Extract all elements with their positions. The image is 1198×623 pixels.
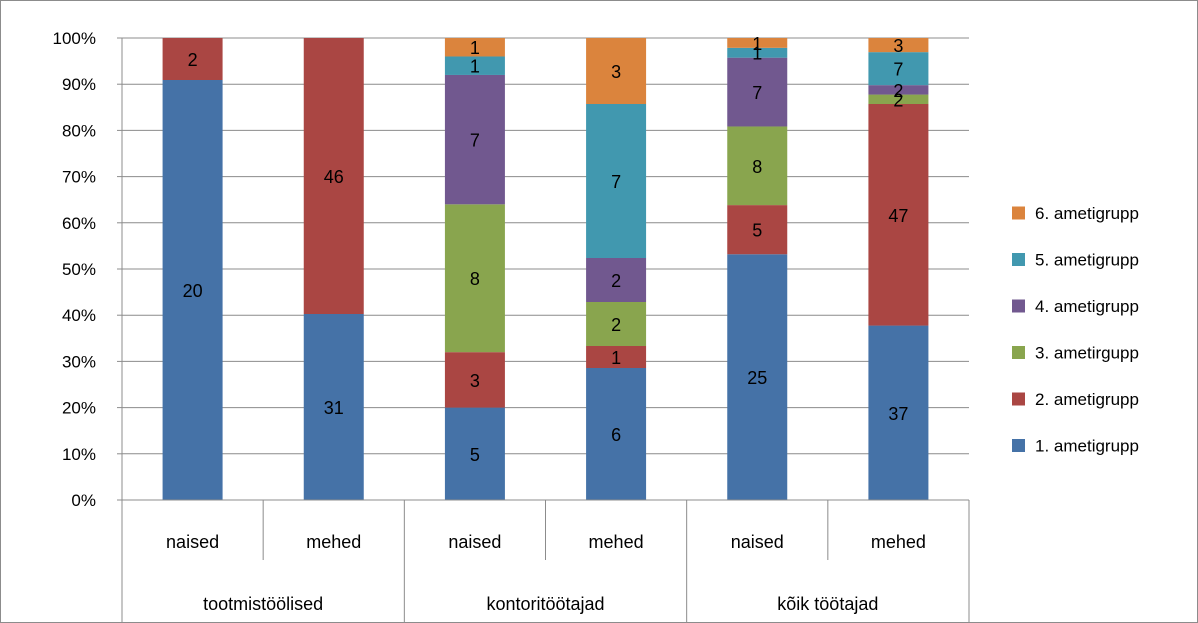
axes: 0% 10% 20% 30% 40% 50% 60% 70% 80% 90% 100% naised m… xyxy=(53,29,970,622)
bar-segment xyxy=(868,85,929,95)
data-label: 1 xyxy=(752,44,762,64)
data-label: 5 xyxy=(470,445,480,465)
y-tick-label: 30% xyxy=(62,352,96,371)
data-label: 1 xyxy=(611,348,621,368)
data-label: 3 xyxy=(893,36,903,56)
bar-segment xyxy=(868,52,929,86)
bar-segment xyxy=(586,302,647,346)
category-label: mehed xyxy=(306,532,361,552)
data-label: 1 xyxy=(752,34,762,54)
legend-label: 3. ametirgupp xyxy=(1035,344,1139,363)
y-tick-label: 0% xyxy=(71,491,96,510)
legend: 6. ametigrupp 5. ametigrupp 4. ametigrupp 3… xyxy=(1012,204,1139,456)
data-label: 2 xyxy=(893,90,903,110)
bar-segment xyxy=(586,258,647,302)
data-label: 2 xyxy=(893,81,903,101)
data-label: 3 xyxy=(611,62,621,82)
bar-segment xyxy=(162,38,223,80)
bar-segment xyxy=(727,126,788,206)
bar-segment xyxy=(868,94,929,104)
legend-swatch xyxy=(1012,392,1025,406)
bar-segment xyxy=(586,368,647,500)
gridlines xyxy=(122,37,969,501)
data-label: 7 xyxy=(893,60,903,80)
data-label: 1 xyxy=(470,57,480,77)
group-label: kontoritöötajad xyxy=(486,594,604,614)
bar-segment xyxy=(586,38,647,104)
y-tick-label: 20% xyxy=(62,399,96,418)
data-label: 7 xyxy=(611,172,621,192)
data-label: 2 xyxy=(611,315,621,335)
bar-segment xyxy=(868,325,929,500)
bar-segment xyxy=(586,104,647,258)
bar-segment xyxy=(303,38,364,314)
y-tick-label: 60% xyxy=(62,214,96,233)
data-label: 37 xyxy=(888,404,908,424)
legend-label: 2. ametigrupp xyxy=(1035,390,1139,409)
data-label: 7 xyxy=(470,131,480,151)
bar-segment xyxy=(868,104,929,326)
data-label: 20 xyxy=(183,281,203,301)
bar-segment xyxy=(444,204,505,353)
bar-segment xyxy=(444,407,505,500)
bar-segment xyxy=(162,80,223,500)
bar-segment xyxy=(303,314,364,500)
data-label: 7 xyxy=(752,83,762,103)
legend-swatch xyxy=(1012,206,1025,220)
data-label: 3 xyxy=(470,371,480,391)
legend-swatch xyxy=(1012,299,1025,313)
bar-segment xyxy=(444,74,505,205)
data-label: 8 xyxy=(752,157,762,177)
group-label: kõik töötajad xyxy=(777,594,878,614)
bar-segment xyxy=(727,47,788,58)
category-label: naised xyxy=(448,532,501,552)
bars xyxy=(162,38,929,500)
legend-label: 6. ametigrupp xyxy=(1035,204,1139,223)
y-tick-label: 10% xyxy=(62,445,96,464)
bar-segment xyxy=(727,205,788,255)
legend-swatch xyxy=(1012,439,1025,452)
data-label: 8 xyxy=(470,269,480,289)
y-tick-label: 40% xyxy=(62,306,96,325)
category-label: mehed xyxy=(871,532,926,552)
data-label: 31 xyxy=(324,398,344,418)
y-tick-label: 80% xyxy=(62,121,96,140)
bar-segment xyxy=(727,57,788,127)
data-label: 5 xyxy=(752,221,762,241)
group-label: tootmistöölised xyxy=(203,594,323,614)
y-tick-label: 90% xyxy=(62,75,96,94)
data-label: 46 xyxy=(324,167,344,187)
legend-label: 1. ametigrupp xyxy=(1035,437,1139,456)
data-label: 6 xyxy=(611,425,621,445)
legend-swatch xyxy=(1012,253,1025,266)
data-label: 2 xyxy=(611,271,621,291)
data-label: 25 xyxy=(747,368,767,388)
bar-segment xyxy=(727,38,788,48)
bar-segment xyxy=(444,56,505,75)
bar-segment xyxy=(586,346,647,368)
y-tick-label: 100% xyxy=(53,29,96,48)
legend-label: 4. ametigrupp xyxy=(1035,297,1139,316)
data-label: 1 xyxy=(470,38,480,58)
y-tick-label: 50% xyxy=(62,260,96,279)
data-label: 2 xyxy=(188,50,198,70)
bar-segment xyxy=(868,38,929,53)
category-label: naised xyxy=(166,532,219,552)
data-label: 47 xyxy=(888,206,908,226)
bar-segment xyxy=(444,38,505,57)
legend-swatch xyxy=(1012,346,1025,359)
bar-segment xyxy=(727,254,788,500)
category-label: mehed xyxy=(589,532,644,552)
y-tick-label: 70% xyxy=(62,168,96,187)
legend-label: 5. ametigrupp xyxy=(1035,251,1139,270)
category-label: naised xyxy=(731,532,784,552)
bar-segment xyxy=(444,352,505,408)
